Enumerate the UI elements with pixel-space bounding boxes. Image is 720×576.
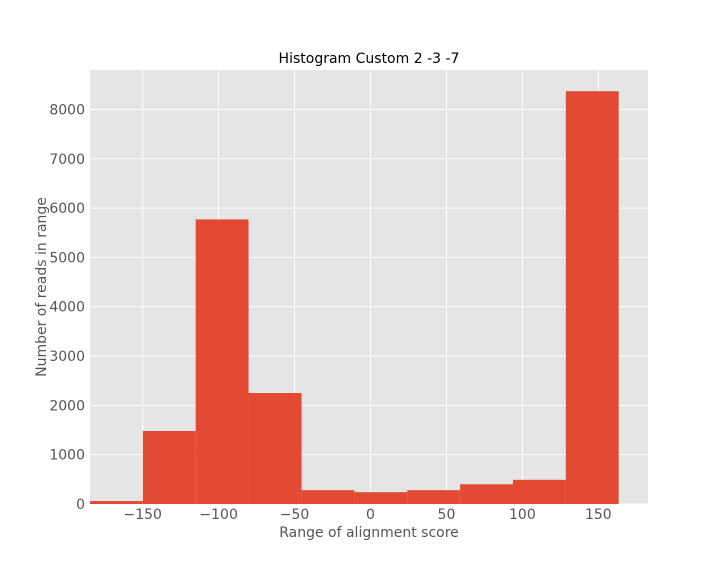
y-axis-ticks: 0 1000 2000 3000 4000 5000 6000 7000 8000 [49, 102, 85, 513]
y-tick-label: 3000 [49, 349, 85, 365]
x-axis-label: Range of alignment score [279, 525, 459, 541]
x-tick-label: 150 [585, 507, 612, 523]
histogram-bar [142, 431, 196, 504]
histogram-bar [301, 490, 355, 504]
y-axis-label: Number of reads in range [34, 197, 50, 377]
x-tick-label: −50 [280, 507, 310, 523]
y-tick-label: 7000 [49, 152, 85, 168]
y-tick-label: 4000 [49, 300, 85, 316]
histogram-bar [354, 492, 408, 504]
histogram-bar [460, 484, 513, 504]
y-tick-label: 1000 [49, 448, 85, 464]
histogram-bar [512, 479, 566, 504]
histogram-bar [407, 490, 461, 504]
x-axis-ticks: −150 −100 −50 0 50 100 150 [123, 507, 611, 523]
y-tick-label: 8000 [49, 102, 85, 118]
x-tick-label: 0 [366, 507, 375, 523]
x-tick-label: −100 [199, 507, 237, 523]
histogram-bar [248, 393, 302, 504]
y-tick-label: 0 [76, 497, 85, 513]
y-tick-label: 6000 [49, 201, 85, 217]
x-tick-label: 50 [438, 507, 456, 523]
histogram-bars [90, 91, 619, 505]
y-tick-label: 2000 [49, 398, 85, 414]
histogram-bar [565, 91, 619, 504]
y-tick-label: 5000 [49, 250, 85, 266]
histogram-bar [195, 219, 249, 505]
chart-title: Histogram Custom 2 -3 -7 [279, 51, 460, 67]
x-tick-label: −150 [123, 507, 161, 523]
x-tick-label: 100 [509, 507, 536, 523]
histogram-bar [90, 501, 143, 504]
